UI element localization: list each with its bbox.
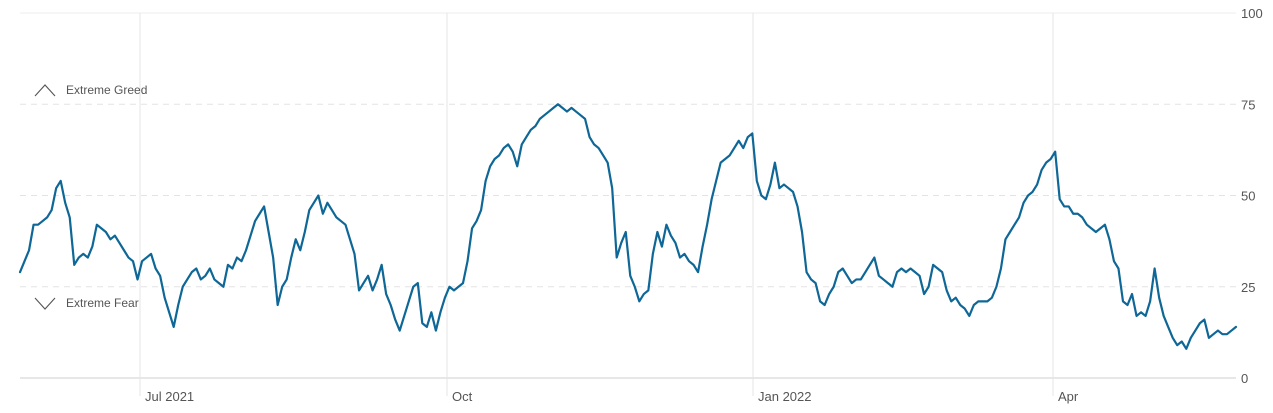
series-group bbox=[18, 103, 1238, 350]
fear-greed-series-line bbox=[18, 103, 1238, 350]
y-tick-label: 25 bbox=[1241, 280, 1255, 295]
extreme-fear-label: Extreme Fear bbox=[66, 296, 139, 310]
x-tick-label: Apr bbox=[1058, 389, 1079, 404]
y-axis: 0 25 50 75 100 bbox=[1241, 6, 1263, 386]
x-tick-label: Jul 2021 bbox=[145, 389, 194, 404]
y-tick-label: 75 bbox=[1241, 97, 1255, 112]
extreme-greed-label: Extreme Greed bbox=[66, 83, 147, 97]
chevron-up-icon bbox=[34, 84, 56, 97]
x-axis: Jul 2021 Oct Jan 2022 Apr bbox=[145, 389, 1079, 404]
y-tick-label: 0 bbox=[1241, 371, 1248, 386]
zone-markers: Extreme Greed Extreme Fear bbox=[34, 83, 147, 310]
chart-grid bbox=[20, 12, 1236, 396]
x-tick-label: Jan 2022 bbox=[758, 389, 812, 404]
x-tick-label: Oct bbox=[452, 389, 473, 404]
y-tick-label: 50 bbox=[1241, 189, 1255, 204]
y-tick-label: 100 bbox=[1241, 6, 1263, 21]
chevron-down-icon bbox=[34, 297, 56, 310]
